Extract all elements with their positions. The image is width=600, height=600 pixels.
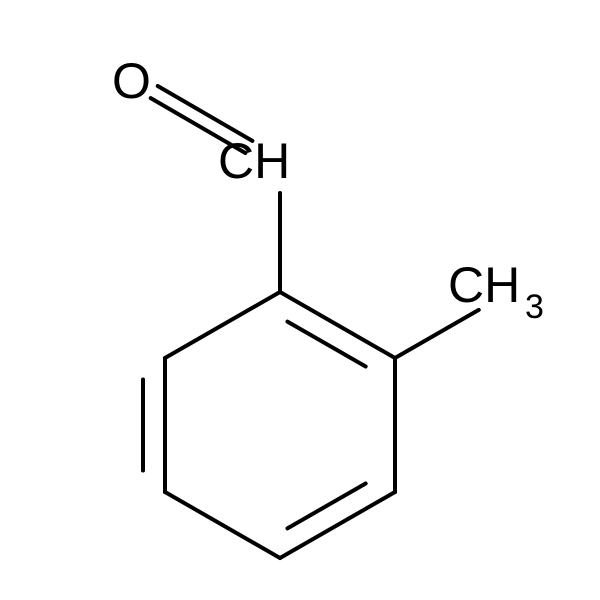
svg-text:CH: CH (448, 257, 520, 313)
svg-text:3: 3 (525, 288, 544, 326)
svg-text:CH: CH (218, 133, 290, 189)
molecule-diagram: OCHCH3 (0, 0, 600, 600)
svg-text:O: O (112, 53, 151, 109)
